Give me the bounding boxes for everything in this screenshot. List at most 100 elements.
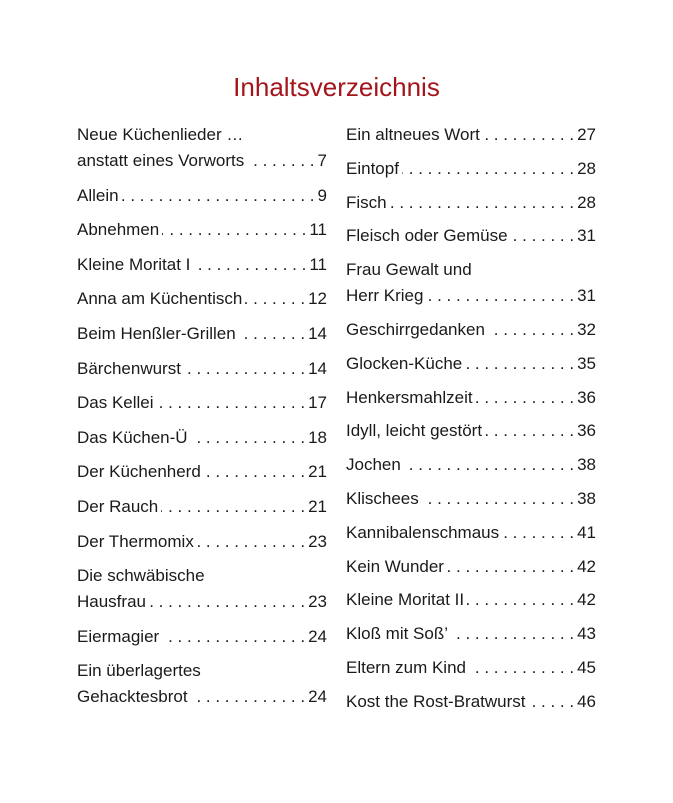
toc-entry-title: Eintopf <box>346 158 399 178</box>
toc-page-number: 21 <box>308 462 327 482</box>
toc-entry-line: Kannibalenschmaus 41 <box>346 520 596 546</box>
toc-entry[interactable]: Ein überlagertes Gehacktesbrot 24 <box>77 658 327 710</box>
toc-entry[interactable]: Der Küchenherd 21 <box>77 459 327 485</box>
toc-entry-line: Henkersmahlzeit 36 <box>346 385 596 411</box>
toc-entry-line: Idyll, leicht gestört 36 <box>346 418 596 444</box>
toc-page-number: 42 <box>577 590 596 610</box>
toc-page-number: 23 <box>308 592 327 612</box>
toc-page-number: 14 <box>308 358 327 378</box>
toc-entry[interactable]: Fisch 28 <box>346 190 596 216</box>
toc-entry-title: Ein überlagertes <box>77 661 201 681</box>
toc-entry[interactable]: Eintopf 28 <box>346 156 596 182</box>
toc-page-number: 18 <box>308 427 327 447</box>
toc-entry-title: Anna am Küchentisch <box>77 289 243 309</box>
leader-dots <box>469 655 574 681</box>
toc-entry-title: Kannibalenschmaus <box>346 522 500 542</box>
toc-page-number: 32 <box>577 319 596 339</box>
toc-page-number: 38 <box>577 488 596 508</box>
leader-dots <box>157 390 306 416</box>
toc-entry[interactable]: Bärchenwurst 14 <box>77 356 327 382</box>
toc-entry-title: Fisch <box>346 192 387 212</box>
leader-dots <box>191 425 306 451</box>
toc-entry[interactable]: Kannibalenschmaus 41 <box>346 520 596 546</box>
toc-page-number: 28 <box>577 158 596 178</box>
leader-dots <box>426 283 574 309</box>
toc-entry-title: Jochen <box>346 455 401 475</box>
toc-entry-title: Der Rauch <box>77 496 159 516</box>
toc-entry[interactable]: Allein 9 <box>77 183 327 209</box>
toc-entry-title: anstatt eines Vorworts <box>77 151 245 170</box>
toc-entry[interactable]: Eltern zum Kind 45 <box>346 655 596 681</box>
toc-page-number: 21 <box>308 496 327 516</box>
toc-page-number: 43 <box>577 624 596 644</box>
toc-entry[interactable]: Henkersmahlzeit 36 <box>346 385 596 411</box>
toc-entry[interactable]: Kleine Moritat II 42 <box>346 587 596 613</box>
leader-dots <box>239 321 305 347</box>
toc-entry[interactable]: Klischees 38 <box>346 486 596 512</box>
toc-page-number: 35 <box>577 353 596 373</box>
toc-entry[interactable]: Das Küchen-Ü 18 <box>77 425 327 451</box>
toc-entry-title: Kloß mit Soß’ <box>346 624 449 644</box>
toc-page-number: 38 <box>577 455 596 475</box>
toc-page-number: 41 <box>577 522 596 542</box>
toc-entry[interactable]: Kleine Moritat I 11 <box>77 252 327 278</box>
toc-entry-title: Klischees <box>346 488 419 508</box>
toc-page-number: 23 <box>308 531 327 551</box>
toc-entry-title: Der Thermomix <box>77 531 194 551</box>
toc-entry[interactable]: Glocken-Küche 35 <box>346 351 596 377</box>
leader-dots <box>161 494 305 520</box>
toc-entry[interactable]: Kloß mit Soß’ 43 <box>346 621 596 647</box>
toc-entry-title: Das Kellei <box>77 393 154 413</box>
toc-entry[interactable]: Idyll, leicht gestört 36 <box>346 418 596 444</box>
toc-entry-line: Der Thermomix 23 <box>77 529 327 555</box>
toc-page-number: 45 <box>577 657 596 677</box>
toc-entry[interactable]: Abnehmen 11 <box>77 217 327 243</box>
toc-page-number: 31 <box>577 226 596 246</box>
toc-entry-line: Frau Gewalt und <box>346 257 596 283</box>
toc-entry[interactable]: Neue Küchenlieder … anstatt eines Vorwort… <box>77 122 327 174</box>
toc-entry[interactable]: Geschirrgedanken 32 <box>346 317 596 343</box>
leader-dots <box>404 452 574 478</box>
toc-entry[interactable]: Beim Henßler-Grillen 14 <box>77 321 327 347</box>
toc-entry-title: Das Küchen-Ü <box>77 427 188 447</box>
toc-entry[interactable]: Kein Wunder 42 <box>346 554 596 580</box>
toc-entry[interactable]: Ein altneues Wort 27 <box>346 122 596 148</box>
toc-entry[interactable]: Der Rauch 21 <box>77 494 327 520</box>
leader-dots <box>402 156 574 182</box>
toc-entry-line: Kein Wunder 42 <box>346 554 596 580</box>
toc-entry-line: Anna am Küchentisch 12 <box>77 286 327 312</box>
toc-entry-line: Eiermagier 24 <box>77 624 327 650</box>
toc-entry[interactable]: Der Thermomix 23 <box>77 529 327 555</box>
toc-entry[interactable]: Anna am Küchentisch 12 <box>77 286 327 312</box>
toc-entry-line: Kleine Moritat II 42 <box>346 587 596 613</box>
leader-dots <box>122 183 315 209</box>
toc-entry[interactable]: Jochen 38 <box>346 452 596 478</box>
toc-entry-title: Allein <box>77 185 119 205</box>
toc-entry-title: Eltern zum Kind <box>346 657 466 677</box>
toc-entry-title: Glocken-Küche <box>346 353 463 373</box>
leader-dots <box>247 148 314 174</box>
toc-entry-title: Frau Gewalt und <box>346 260 472 280</box>
leader-dots <box>485 418 574 444</box>
toc-column-left: Neue Küchenlieder … anstatt eines Vorwort… <box>77 122 327 719</box>
toc-entry-line: Allein 9 <box>77 183 327 209</box>
toc-entry-line: Beim Henßler-Grillen 14 <box>77 321 327 347</box>
toc-entry[interactable]: Eiermagier 24 <box>77 624 327 650</box>
toc-entry[interactable]: Kost the Rost-Bratwurst 46 <box>346 689 596 715</box>
toc-entry-line: Ein überlagertes <box>77 658 327 684</box>
toc-entry[interactable]: Fleisch oder Gemüse 31 <box>346 223 596 249</box>
toc-entry-title: Henkersmahlzeit <box>346 387 473 407</box>
toc-entry-line: Eltern zum Kind 45 <box>346 655 596 681</box>
toc-page-number: 46 <box>577 691 596 711</box>
toc-entry[interactable]: Frau Gewalt und Herr Krieg 31 <box>346 257 596 309</box>
toc-page-number: 42 <box>577 556 596 576</box>
toc-entry[interactable]: Das Kellei 17 <box>77 390 327 416</box>
toc-entry-title: Fleisch oder Gemüse <box>346 226 508 246</box>
leader-dots <box>184 356 305 382</box>
leader-dots <box>476 385 574 411</box>
leader-dots <box>488 317 574 343</box>
toc-entry[interactable]: Die schwäbische Hausfrau 23 <box>77 563 327 615</box>
toc-page-number: 11 <box>309 220 327 240</box>
toc-entry-line: Herr Krieg 31 <box>346 283 596 309</box>
toc-entry-title: Herr Krieg <box>346 286 424 306</box>
